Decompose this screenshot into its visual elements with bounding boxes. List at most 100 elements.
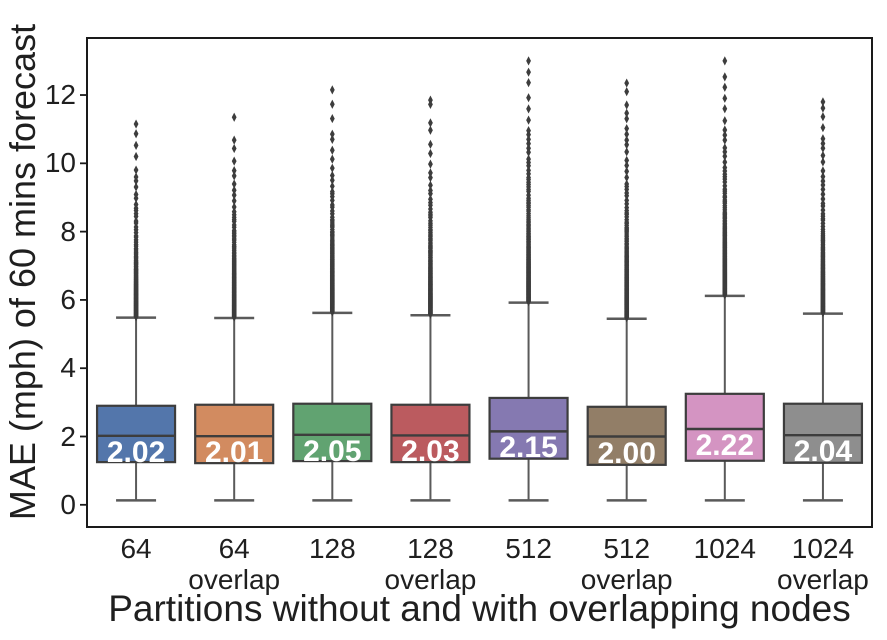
outlier-point — [624, 195, 630, 205]
outlier-point — [231, 171, 237, 181]
outlier-point — [231, 179, 237, 189]
outlier-point — [624, 179, 630, 189]
axes-spines — [86, 37, 873, 528]
box-group-128 — [292, 85, 373, 502]
outlier-point — [820, 97, 826, 107]
outlier-point — [133, 151, 139, 162]
outlier-point — [133, 182, 139, 192]
outlier-point — [722, 130, 728, 140]
outlier-point — [428, 125, 433, 135]
outlier-point — [526, 104, 531, 114]
outlier-point — [231, 166, 237, 176]
outlier-point — [428, 148, 433, 159]
outlier-point — [231, 156, 237, 166]
outlier-points — [133, 119, 139, 322]
outlier-point — [133, 216, 139, 226]
outlier-point — [231, 207, 237, 217]
outlier-point — [820, 166, 826, 176]
outlier-point — [624, 100, 630, 110]
outlier-points — [526, 56, 531, 307]
outlier-point — [820, 157, 826, 167]
outlier-point — [428, 180, 433, 190]
outlier-point — [722, 56, 728, 66]
outlier-point — [428, 168, 433, 178]
outlier-point — [624, 135, 630, 145]
outlier-point — [820, 150, 826, 161]
outlier-point — [722, 125, 728, 135]
outlier-point — [329, 134, 335, 145]
outlier-point — [133, 165, 139, 175]
x-axis-title: Partitions without and with overlapping … — [108, 588, 851, 629]
iqr-box — [782, 402, 864, 464]
outlier-point — [820, 194, 826, 204]
outlier-point — [231, 202, 237, 212]
outlier-point — [820, 103, 826, 113]
outlier-point — [526, 143, 531, 153]
outlier-point — [526, 126, 531, 136]
outlier-point — [722, 82, 728, 92]
outlier-point — [231, 112, 237, 122]
outlier-point — [231, 196, 237, 206]
outlier-point — [526, 115, 531, 125]
box-group-64-overlap — [194, 112, 275, 502]
box-group-512 — [488, 56, 569, 502]
iqr-box — [488, 396, 569, 460]
outlier-point — [133, 172, 139, 182]
outlier-point — [428, 118, 433, 128]
outlier-point — [722, 143, 728, 153]
outlier-point — [526, 154, 531, 164]
outlier-point — [329, 129, 335, 139]
outlier-point — [820, 172, 826, 182]
outlier-point — [329, 181, 335, 191]
outlier-points — [624, 78, 630, 323]
iqr-box — [194, 403, 275, 465]
outlier-points — [820, 97, 826, 318]
outlier-point — [133, 199, 139, 210]
outlier-point — [329, 154, 335, 164]
outlier-point — [722, 104, 728, 114]
iqr-box — [684, 392, 765, 462]
outlier-point — [526, 56, 531, 66]
outlier-point — [231, 190, 237, 200]
outlier-point — [526, 134, 531, 144]
outlier-point — [329, 170, 335, 181]
box-group-128-overlap — [390, 95, 471, 502]
iqr-box — [292, 402, 373, 463]
outlier-point — [329, 99, 335, 109]
outlier-point — [133, 119, 139, 129]
outlier-points — [329, 85, 335, 317]
outlier-point — [722, 72, 728, 82]
box-group-1024 — [684, 56, 765, 502]
outlier-point — [329, 113, 335, 124]
outlier-point — [624, 114, 630, 124]
iqr-box — [95, 404, 177, 464]
outlier-point — [624, 147, 630, 157]
outlier-point — [722, 93, 728, 103]
outlier-point — [820, 123, 826, 133]
outlier-point — [428, 185, 433, 196]
outlier-point — [231, 143, 237, 154]
outlier-point — [526, 78, 531, 88]
outlier-point — [329, 85, 335, 95]
outlier-point — [526, 93, 531, 103]
outlier-point — [428, 194, 433, 204]
box-group-64 — [95, 119, 177, 502]
outlier-point — [526, 67, 531, 77]
outlier-point — [329, 187, 335, 197]
outlier-point — [722, 135, 728, 145]
outlier-point — [624, 87, 630, 97]
outlier-point — [329, 145, 335, 155]
outlier-points — [428, 95, 433, 319]
outlier-point — [133, 140, 139, 150]
outlier-point — [624, 160, 630, 171]
outlier-point — [722, 116, 728, 126]
box-group-512-overlap — [586, 78, 667, 502]
outlier-point — [428, 139, 433, 149]
outlier-point — [624, 129, 630, 139]
outlier-point — [428, 159, 433, 169]
outlier-point — [624, 108, 630, 118]
outlier-point — [329, 175, 335, 185]
outlier-point — [428, 95, 433, 105]
